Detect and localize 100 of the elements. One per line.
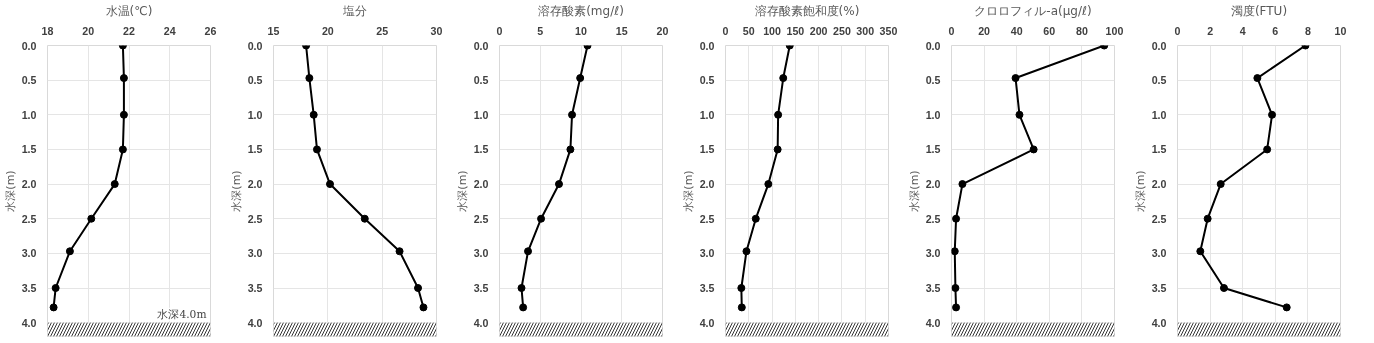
- point: [742, 247, 751, 256]
- point: [951, 284, 960, 292]
- y-tick-label: 3.0: [247, 247, 263, 260]
- point: [779, 74, 788, 83]
- point: [119, 74, 128, 83]
- y-tick-label: 0.5: [247, 74, 263, 87]
- x-tick-label: 20: [978, 24, 991, 37]
- x-tick-label: 20: [321, 24, 334, 37]
- x-tick-label: 22: [123, 24, 135, 37]
- y-tick-label: 2.0: [21, 178, 37, 191]
- y-tick-label: 2.0: [699, 178, 715, 191]
- y-tick-label: 0.5: [21, 74, 37, 87]
- y-tick-label: 1.0: [21, 108, 37, 121]
- y-tick-label: 0.5: [925, 74, 941, 87]
- y-tick-label: 3.5: [925, 282, 941, 294]
- x-tick-label: 20: [656, 24, 669, 37]
- point: [1196, 247, 1205, 256]
- y-tick-label: 2.5: [21, 212, 37, 225]
- y-tick-label: 4.0: [247, 316, 263, 329]
- point: [1263, 145, 1272, 154]
- y-axis-title: 水深(m): [1133, 170, 1147, 212]
- point: [1282, 303, 1291, 312]
- x-tick-label: 26: [204, 24, 217, 37]
- point: [119, 110, 128, 119]
- point: [419, 303, 428, 312]
- y-tick-label: 3.0: [473, 247, 489, 260]
- point: [49, 303, 58, 312]
- y-tick-label: 0.0: [925, 39, 941, 52]
- y-tick-label: 3.5: [473, 282, 489, 294]
- point: [1029, 145, 1038, 154]
- y-tick-label: 3.5: [21, 282, 37, 294]
- point: [1203, 214, 1212, 223]
- y-tick-label: 1.0: [247, 108, 263, 121]
- x-axis-title: 溶存酸素(mg/ℓ): [538, 3, 624, 18]
- point: [360, 214, 369, 223]
- x-tick-label: 20: [82, 24, 95, 37]
- point: [110, 180, 119, 189]
- point: [958, 180, 967, 189]
- point: [568, 110, 577, 119]
- y-tick-label: 1.0: [925, 108, 941, 121]
- x-tick-label: 4: [1239, 24, 1246, 37]
- point: [87, 214, 96, 223]
- point: [309, 110, 318, 119]
- y-tick-label: 1.5: [473, 143, 489, 156]
- point: [1011, 74, 1020, 83]
- y-axis-title: 水深(m): [681, 170, 695, 212]
- point: [537, 214, 546, 223]
- x-tick-label: 40: [1010, 24, 1023, 37]
- y-tick-label: 2.5: [1151, 212, 1167, 225]
- y-tick-label: 3.0: [1151, 247, 1167, 260]
- point: [118, 145, 127, 154]
- y-tick-label: 2.5: [473, 212, 489, 225]
- x-tick-label: 100: [763, 24, 782, 37]
- y-tick-label: 2.0: [1151, 178, 1167, 191]
- point: [952, 303, 961, 312]
- y-tick-label: 3.0: [21, 247, 37, 260]
- y-tick-label: 4.0: [925, 316, 941, 329]
- x-axis-title: 濁度(FTU): [1230, 3, 1288, 18]
- y-tick-label: 1.5: [699, 143, 715, 156]
- y-tick-label: 2.5: [247, 212, 263, 225]
- x-tick-label: 100: [1105, 24, 1124, 37]
- y-axis-title: 水深(m): [3, 170, 17, 212]
- x-tick-label: 50: [742, 24, 755, 37]
- y-tick-label: 1.0: [1151, 108, 1167, 121]
- y-axis-title: 水深(m): [229, 170, 243, 212]
- point: [326, 180, 335, 189]
- x-tick-label: 0: [722, 24, 729, 37]
- annotation: 水深4.0m: [157, 307, 207, 321]
- point: [764, 180, 773, 189]
- y-tick-label: 3.0: [925, 247, 941, 260]
- y-tick-label: 0.0: [1151, 39, 1167, 52]
- point: [519, 303, 528, 312]
- y-tick-label: 0.5: [1151, 74, 1167, 87]
- point: [414, 284, 423, 292]
- y-tick-label: 4.0: [699, 316, 715, 329]
- x-tick-label: 15: [615, 24, 628, 37]
- x-tick-label: 6: [1272, 24, 1279, 37]
- y-tick-label: 4.0: [473, 316, 489, 329]
- y-tick-label: 1.5: [21, 143, 37, 156]
- y-tick-label: 1.0: [699, 108, 715, 121]
- y-tick-label: 4.0: [21, 316, 37, 329]
- x-tick-label: 18: [41, 24, 54, 37]
- x-tick-label: 60: [1043, 24, 1056, 37]
- x-tick-label: 0: [948, 24, 955, 37]
- point: [517, 284, 526, 292]
- y-tick-label: 3.0: [699, 247, 715, 260]
- y-tick-label: 0.0: [699, 39, 715, 52]
- point: [555, 180, 563, 189]
- y-tick-label: 2.0: [247, 178, 263, 191]
- point: [305, 74, 314, 83]
- y-tick-label: 1.5: [1151, 143, 1167, 156]
- x-tick-label: 10: [575, 24, 587, 37]
- point: [576, 74, 585, 83]
- x-tick-label: 80: [1075, 24, 1088, 37]
- x-axis-title: 塩分: [342, 3, 367, 18]
- y-tick-label: 3.5: [699, 282, 715, 294]
- x-tick-label: 30: [430, 24, 443, 37]
- x-tick-label: 25: [376, 24, 389, 37]
- y-axis-title: 水深(m): [455, 170, 469, 212]
- x-tick-label: 200: [809, 24, 828, 37]
